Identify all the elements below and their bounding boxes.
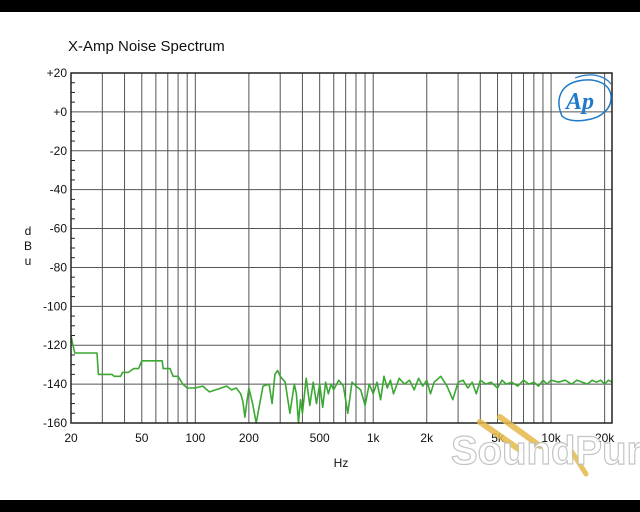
y-axis-label: dBu <box>24 224 32 268</box>
ap-logo: Ap <box>558 74 612 122</box>
watermark-text: SoundPure <box>451 429 640 473</box>
plot-border <box>70 72 613 424</box>
y-axis-label-char: d <box>25 224 32 238</box>
ap-logo-text: Ap <box>564 89 594 115</box>
x-tick-label: 2k <box>420 431 434 445</box>
y-tick-label: -60 <box>50 222 68 236</box>
y-axis-label-char: u <box>25 254 32 268</box>
series-line <box>70 335 613 424</box>
soundpure-watermark: SoundPure <box>450 414 640 477</box>
y-tick-label: -20 <box>50 144 68 158</box>
chart-title: X-Amp Noise Spectrum <box>68 38 225 55</box>
x-tick-label: 100 <box>185 431 205 445</box>
noise-spectrum-chart: X-Amp Noise Spectrum +20 +0 -20 -40 -60 -80 -1… <box>24 38 640 477</box>
y-tick-label: +20 <box>47 66 68 80</box>
y-tick-label: -80 <box>50 260 68 274</box>
y-tick-label: -100 <box>43 299 67 313</box>
y-axis-label-char: B <box>24 239 32 253</box>
x-axis-label: Hz <box>334 456 349 470</box>
y-tick-label: -160 <box>43 416 67 430</box>
x-tick-label: 50 <box>135 431 149 445</box>
y-tick-label: -40 <box>50 183 68 197</box>
y-tick-label: -120 <box>43 338 67 352</box>
x-tick-label: 20 <box>64 431 78 445</box>
y-tick-label: +0 <box>53 105 67 119</box>
x-tick-label: 500 <box>310 431 330 445</box>
x-tick-label: 10k <box>541 431 561 445</box>
x-tick-label: 20k <box>595 431 615 445</box>
x-tick-label: 200 <box>239 431 259 445</box>
x-tick-label: 1k <box>367 431 381 445</box>
chart-frame: X-Amp Noise Spectrum +20 +0 -20 -40 -60 -80 -1… <box>0 12 640 500</box>
grid <box>71 73 612 423</box>
y-tick-label: -140 <box>43 377 67 391</box>
